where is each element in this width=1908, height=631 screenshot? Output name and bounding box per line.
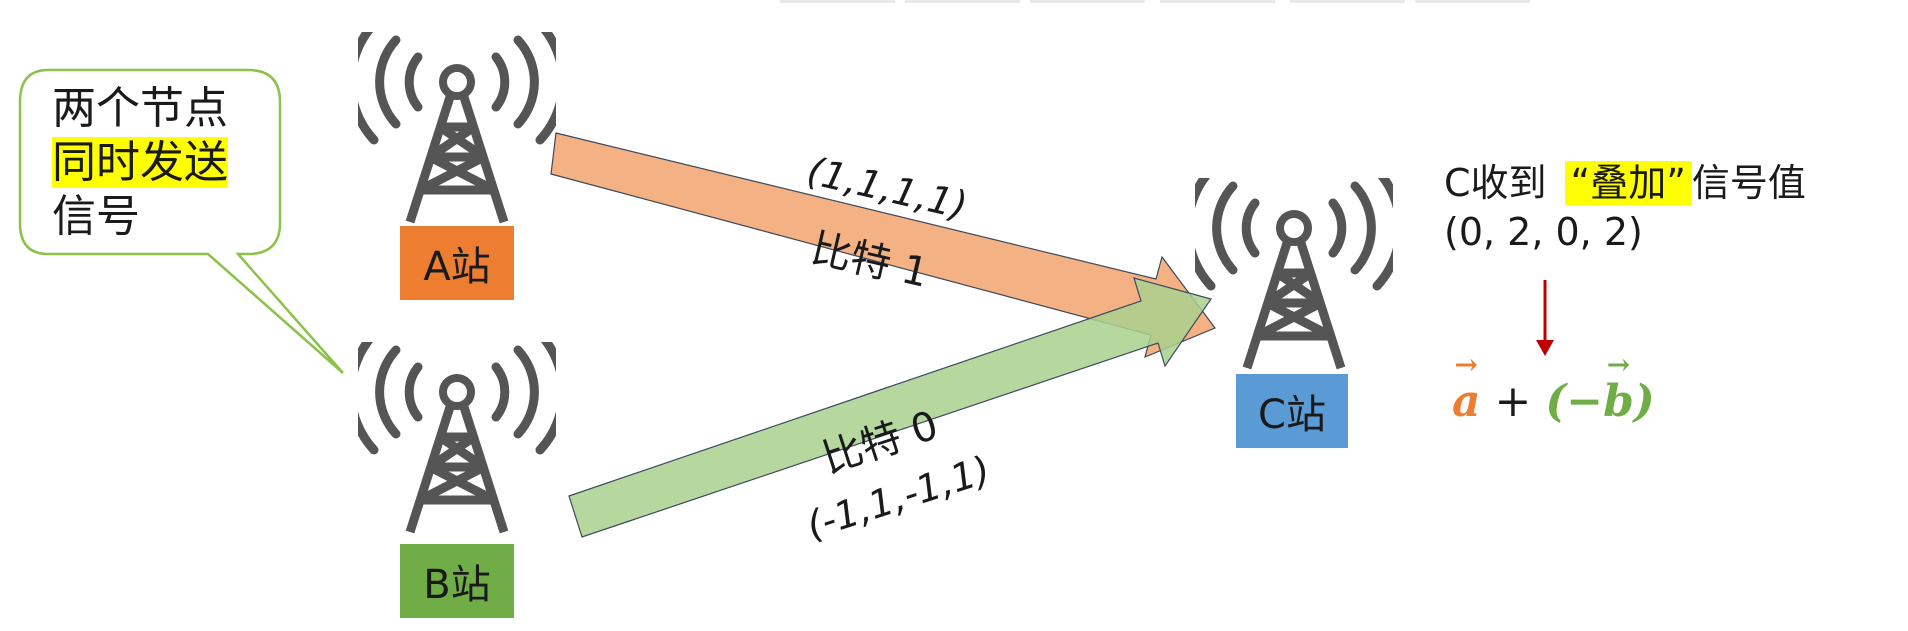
formula-minus: −	[1566, 376, 1604, 427]
callout-line-1: 两个节点	[52, 83, 228, 134]
formula: a + (−b)	[1452, 348, 1655, 427]
down-arrow-icon	[1536, 280, 1554, 356]
callout-line-3: 信号	[52, 191, 140, 242]
receive-suffix: 信号值	[1691, 161, 1806, 205]
top-strip	[905, 0, 1020, 3]
top-strip	[1030, 0, 1145, 3]
top-strip	[780, 0, 895, 3]
top-strip	[1290, 0, 1405, 3]
callout-highlight: 同时发送	[52, 137, 228, 188]
formula-plus: +	[1480, 376, 1546, 427]
station-b-label: B站	[400, 544, 514, 618]
top-strip	[1160, 0, 1275, 3]
top-strip	[1415, 0, 1530, 3]
antenna-tower-b-icon	[358, 342, 556, 534]
station-a-label: A站	[400, 226, 514, 300]
formula-open: (	[1545, 376, 1567, 427]
station-c-label: C站	[1236, 374, 1348, 448]
receive-prefix: C收到	[1444, 161, 1547, 205]
arrow-b-to-c	[568, 277, 1212, 538]
antenna-tower-a-icon	[358, 32, 556, 224]
receive-line: C收到 “叠加” 信号值	[1444, 152, 1806, 207]
vector-b: b	[1603, 348, 1634, 427]
callout-line-2: 同时发送	[52, 136, 228, 190]
receive-highlight: “叠加”	[1564, 161, 1692, 205]
formula-close: )	[1633, 376, 1655, 427]
vector-a: a	[1452, 348, 1481, 427]
receive-value: (0, 2, 0, 2)	[1444, 210, 1643, 254]
antenna-tower-c-icon	[1195, 178, 1393, 370]
